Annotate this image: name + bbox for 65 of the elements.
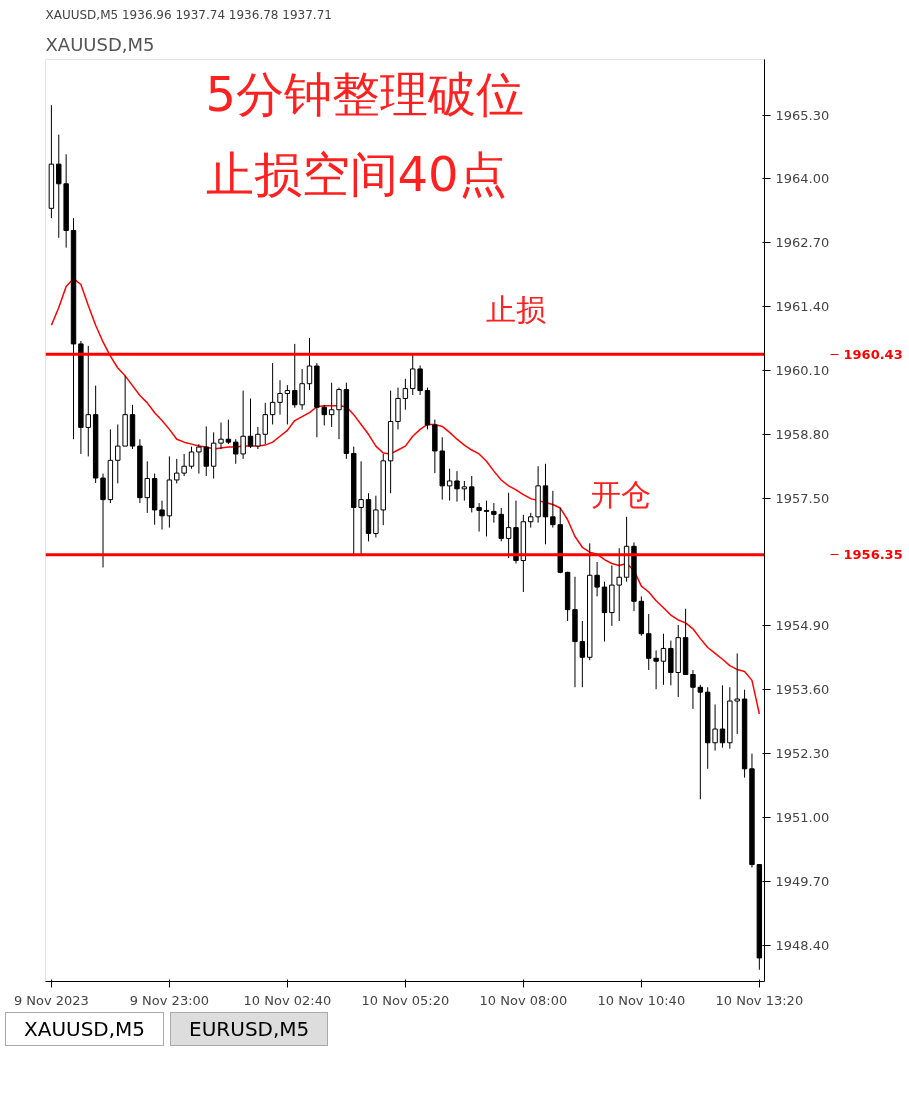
candlestick (225, 419, 232, 445)
candlestick (247, 397, 254, 449)
ref-line-label: 1960.43 (843, 346, 903, 362)
candlestick (56, 134, 62, 239)
candlestick (446, 468, 453, 502)
y-tick-label: 1952.30 (775, 746, 830, 762)
y-tick-label: 1965.30 (775, 107, 830, 123)
y-tick-label: 1951.00 (775, 809, 830, 825)
candlestick (373, 495, 379, 538)
text: XAUUSD,M5 (5, 1012, 165, 1046)
y-tick-label: 1961.40 (775, 299, 830, 315)
candlestick (218, 422, 224, 450)
y-tick-label: 1964.00 (775, 171, 830, 187)
y-tick-label: 1949.70 (775, 873, 830, 889)
candlestick (660, 633, 667, 686)
annotation: 5分钟整理破位 (205, 65, 525, 122)
annotation: 止损 (485, 291, 546, 327)
candlestick (100, 473, 106, 568)
x-tick-label: 9 Nov 2023 (13, 992, 89, 1008)
annotation: 开仓 (590, 476, 651, 512)
candlestick (255, 426, 261, 450)
candlestick (483, 500, 490, 537)
x-tick-label: 10 Nov 05:20 (361, 992, 450, 1008)
candlestick (402, 378, 409, 411)
x-tick-label: 10 Nov 10:40 (597, 992, 686, 1008)
text: EURUSD,M5 (170, 1012, 329, 1046)
line-series (50, 277, 761, 715)
candlestick (454, 470, 460, 503)
x-tick-label: 10 Nov 13:20 (715, 992, 804, 1008)
candlestick (328, 382, 335, 428)
candlestick (395, 387, 401, 430)
x-tick-label: 10 Nov 08:00 (479, 992, 568, 1008)
candlestick (653, 649, 659, 690)
y-tick-label: 1960.10 (775, 362, 830, 378)
candlestick (188, 446, 195, 470)
y-tick-label: 1962.70 (775, 235, 830, 251)
candlestick (336, 387, 342, 440)
candlestick (616, 547, 622, 622)
candlestick (115, 423, 121, 484)
chart-subtitle: XAUUSD,M5 1936.96 1937.74 1936.78 1937.71 (45, 7, 332, 22)
candlestick (505, 492, 512, 559)
y-tick-label: 1948.40 (775, 937, 830, 953)
y-tick-label: 1954.90 (775, 618, 830, 634)
candlestick (174, 458, 180, 484)
candlestick (262, 402, 268, 445)
candlestick (284, 384, 291, 425)
candlestick (734, 652, 740, 735)
chart-title: XAUUSD,M5 (45, 33, 155, 55)
x-tick-label: 10 Nov 02:40 (243, 992, 332, 1008)
y-tick-label: 1958.80 (775, 426, 830, 442)
x-tick-label: 9 Nov 23:00 (129, 992, 210, 1008)
candlestick (579, 620, 586, 688)
annotation: 止损空间40点 (205, 145, 507, 202)
candlestick (159, 500, 165, 531)
candlestick (306, 337, 313, 391)
ref-line-label: 1956.35 (843, 547, 903, 563)
candlestick (719, 684, 726, 749)
candlestick (461, 480, 468, 502)
candlestick (210, 431, 217, 479)
y-tick-label: 1953.60 (775, 682, 830, 698)
candlestick (181, 453, 187, 477)
candlestick (269, 362, 276, 425)
candlestick (277, 379, 283, 416)
candlestick (550, 490, 556, 529)
y-tick-label: 1957.50 (775, 490, 830, 506)
